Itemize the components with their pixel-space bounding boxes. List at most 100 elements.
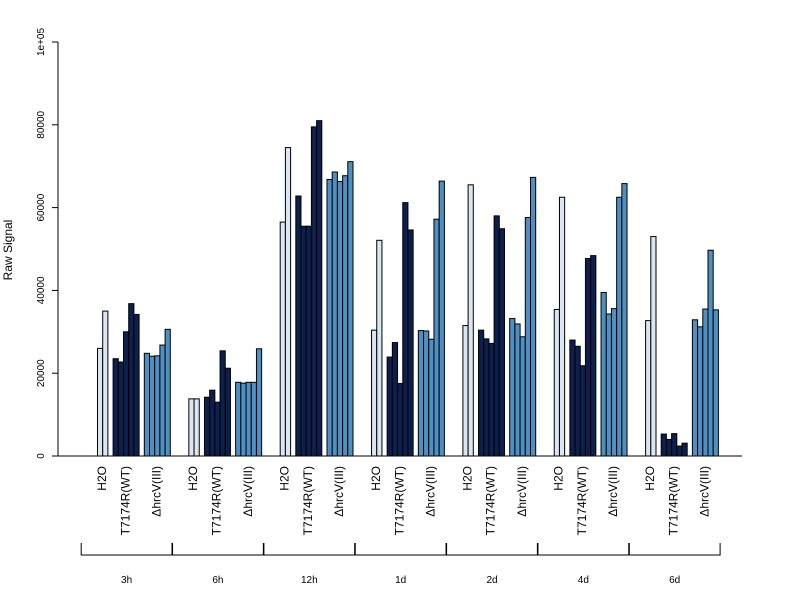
y-tick-label: 0 xyxy=(36,453,47,459)
bar xyxy=(671,433,678,457)
condition-label: H2O xyxy=(278,466,292,491)
bar xyxy=(159,344,166,457)
bar xyxy=(650,236,657,457)
condition-label: H2O xyxy=(369,466,383,491)
condition-label: T7174R(WT) xyxy=(666,466,680,535)
bar xyxy=(154,355,161,457)
bar xyxy=(407,229,414,457)
bar xyxy=(483,338,490,457)
bar xyxy=(645,320,652,457)
bar xyxy=(224,367,231,457)
bar xyxy=(660,433,667,457)
group-label: 3h xyxy=(121,575,132,586)
condition-label: T7174R(WT) xyxy=(210,466,224,535)
bar xyxy=(245,381,252,457)
bar xyxy=(300,225,307,457)
bar xyxy=(610,308,618,457)
bar xyxy=(493,215,500,457)
bar xyxy=(347,161,354,457)
bar xyxy=(250,381,257,457)
bar xyxy=(574,345,581,457)
y-tick-label: 1e+05 xyxy=(36,28,47,57)
bar xyxy=(498,228,505,457)
bar xyxy=(402,202,409,457)
bar xyxy=(133,313,140,457)
bar xyxy=(417,330,425,457)
bar xyxy=(371,329,378,457)
bar xyxy=(117,361,125,457)
condition-label: ΔhrcV(III) xyxy=(332,466,346,517)
condition-label: H2O xyxy=(643,466,657,491)
bar xyxy=(438,180,445,457)
bar xyxy=(386,356,393,457)
bar xyxy=(97,347,104,457)
bar xyxy=(123,331,130,457)
bar xyxy=(284,147,292,457)
condition-label: ΔhrcV(III) xyxy=(424,466,438,517)
bar xyxy=(681,442,688,457)
bar xyxy=(279,221,286,457)
bar xyxy=(305,225,312,457)
bar xyxy=(342,175,349,457)
y-tick-label: 80000 xyxy=(36,110,47,138)
bar xyxy=(605,313,612,457)
bar xyxy=(488,342,495,457)
bar xyxy=(203,396,211,457)
group-bracket xyxy=(263,543,356,556)
y-tick-label: 20000 xyxy=(36,359,47,387)
bar xyxy=(621,183,628,457)
y-tick-label: 60000 xyxy=(36,193,47,221)
bar xyxy=(331,171,338,457)
condition-label: ΔhrcV(III) xyxy=(515,466,529,517)
bar xyxy=(209,389,216,457)
bar xyxy=(509,318,516,457)
condition-label: T7174R(WT) xyxy=(392,466,406,535)
condition-label: T7174R(WT) xyxy=(484,466,498,535)
bar xyxy=(376,239,383,457)
bar xyxy=(530,176,537,457)
bar xyxy=(255,348,263,457)
bar xyxy=(519,336,526,457)
bar xyxy=(707,249,714,457)
bar xyxy=(702,308,709,457)
bar xyxy=(102,310,109,457)
group-brackets: 3h 6h 12h 1d 2d 4d 6d xyxy=(80,543,721,586)
bars-layer xyxy=(97,120,719,457)
bar xyxy=(584,258,592,457)
group-bracket xyxy=(172,543,264,556)
bar xyxy=(240,382,247,457)
group-label: 1d xyxy=(395,575,406,586)
bar xyxy=(235,381,242,457)
bar xyxy=(514,323,521,457)
condition-label: H2O xyxy=(95,466,109,491)
bar xyxy=(600,291,607,457)
group-bracket xyxy=(537,543,630,556)
condition-label: ΔhrcV(III) xyxy=(606,466,620,517)
bar xyxy=(665,438,673,457)
bar xyxy=(316,120,323,457)
bar xyxy=(558,196,566,457)
bar xyxy=(676,445,683,457)
bar xyxy=(326,178,333,457)
bar xyxy=(691,319,699,457)
bar xyxy=(462,325,469,457)
bar xyxy=(219,350,226,457)
bar xyxy=(310,126,318,457)
bar xyxy=(391,342,399,457)
bar xyxy=(143,352,151,457)
bar xyxy=(214,401,221,457)
bar xyxy=(579,365,586,457)
bar xyxy=(569,339,576,457)
bar xyxy=(590,255,597,457)
condition-label: H2O xyxy=(552,466,566,491)
condition-label: H2O xyxy=(186,466,200,491)
bar xyxy=(149,355,156,457)
bar xyxy=(188,398,195,457)
bar xyxy=(397,383,404,457)
group-bracket xyxy=(628,543,721,556)
group-bracket xyxy=(80,543,173,556)
group-label: 12h xyxy=(301,575,318,586)
condition-label: T7174R(WT) xyxy=(118,466,132,535)
bar xyxy=(433,218,440,457)
